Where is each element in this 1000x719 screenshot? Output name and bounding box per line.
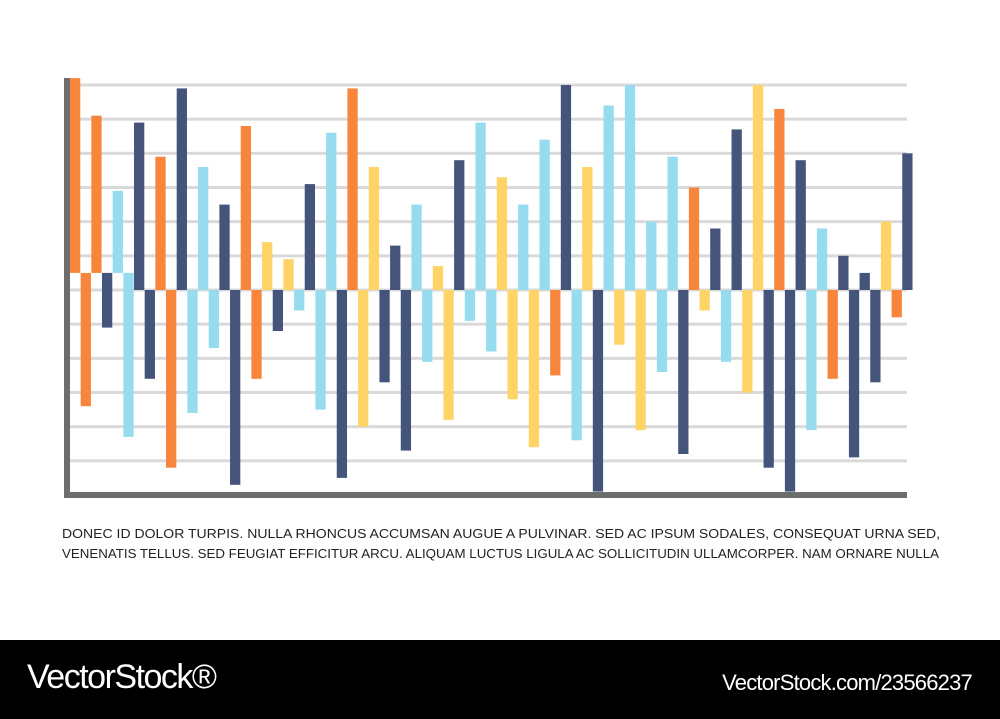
bar-72 xyxy=(827,290,838,379)
image-url: VectorStock.com/23566237 xyxy=(722,670,973,695)
bar-62 xyxy=(720,290,732,362)
y-axis xyxy=(64,78,70,498)
bar-12 xyxy=(187,290,198,413)
bar-5 xyxy=(112,190,123,273)
watermark-footer: VectorStock® VectorStock.com/23566237 xyxy=(0,640,1000,719)
bar-43 xyxy=(518,204,529,290)
bar-74 xyxy=(848,290,860,458)
bar-56 xyxy=(656,290,668,372)
bar-15 xyxy=(219,204,230,290)
gridline xyxy=(70,117,907,121)
gridline xyxy=(70,151,907,155)
bar-75 xyxy=(859,272,870,290)
bar-14 xyxy=(208,290,219,349)
bar-29 xyxy=(368,167,380,290)
bar-19 xyxy=(262,242,273,290)
bar-20 xyxy=(272,290,283,331)
bar-36 xyxy=(443,290,454,420)
bar-8 xyxy=(144,290,155,379)
bar-50 xyxy=(592,290,604,492)
bar-35 xyxy=(432,266,444,290)
bar-38 xyxy=(464,290,476,321)
bar-51 xyxy=(603,105,614,290)
bar-53 xyxy=(624,85,636,290)
bar-24 xyxy=(315,290,326,410)
bar-40 xyxy=(486,290,497,352)
bar-71 xyxy=(816,228,828,290)
caption-line-1: DONEC ID DOLOR TURPIS. NULLA RHONCUS ACC… xyxy=(62,526,940,541)
bar-59 xyxy=(688,187,700,290)
bar-68 xyxy=(784,290,796,492)
gridline xyxy=(70,356,907,360)
bar-44 xyxy=(528,290,540,448)
bar-48 xyxy=(571,290,582,441)
caption-line-2: VENENATIS TELLUS. SED FEUGIAT EFFICITUR … xyxy=(62,546,939,561)
bar-7 xyxy=(134,122,145,290)
bar-4 xyxy=(102,272,113,328)
bar-2 xyxy=(80,272,91,407)
bar-79 xyxy=(902,153,913,290)
bar-23 xyxy=(304,184,316,290)
gridline xyxy=(70,391,907,395)
bar-3 xyxy=(91,115,102,273)
gridline xyxy=(70,185,907,189)
bar-10 xyxy=(166,290,177,468)
bar-27 xyxy=(347,88,358,291)
bar-70 xyxy=(806,290,817,431)
bar-61 xyxy=(710,228,721,290)
bar-78 xyxy=(891,290,902,318)
bar-30 xyxy=(379,290,390,383)
bar-77 xyxy=(880,221,892,290)
bar-28 xyxy=(358,290,369,427)
bar-37 xyxy=(454,160,465,290)
x-axis xyxy=(64,492,907,498)
bar-49 xyxy=(582,167,593,290)
bar-11 xyxy=(176,88,187,291)
bar-45 xyxy=(539,139,550,290)
gridline xyxy=(70,220,907,224)
bar-42 xyxy=(507,290,518,400)
bar-66 xyxy=(763,290,774,468)
bar-65 xyxy=(752,85,764,290)
bar-64 xyxy=(742,290,753,393)
bar-33 xyxy=(411,204,422,290)
bar-31 xyxy=(390,245,401,290)
bar-39 xyxy=(475,122,486,290)
bar-13 xyxy=(198,167,209,290)
bar-21 xyxy=(283,259,294,290)
bar-54 xyxy=(635,290,646,431)
bar-9 xyxy=(155,156,166,290)
bar-26 xyxy=(336,290,348,478)
bar-73 xyxy=(838,255,849,290)
bar-32 xyxy=(400,290,412,451)
bar-57 xyxy=(667,156,678,290)
bar-69 xyxy=(795,160,806,290)
bar-17 xyxy=(240,126,251,290)
vectorstock-logo: VectorStock® xyxy=(27,658,217,696)
bar-34 xyxy=(422,290,433,362)
bar-63 xyxy=(731,129,742,290)
bars xyxy=(70,78,913,492)
bar-25 xyxy=(326,132,337,290)
bar-52 xyxy=(614,290,625,345)
bar-6 xyxy=(123,272,134,437)
gridline xyxy=(70,254,907,258)
bar-46 xyxy=(550,290,561,376)
gridline xyxy=(70,459,907,463)
bar-22 xyxy=(294,290,305,311)
bar-16 xyxy=(230,290,241,485)
bar-41 xyxy=(496,177,508,290)
bar-76 xyxy=(870,290,881,383)
bar-60 xyxy=(699,290,710,311)
bar-67 xyxy=(774,108,785,291)
bar-1 xyxy=(70,78,81,273)
bar-18 xyxy=(251,290,262,379)
gridline xyxy=(70,83,907,87)
bar-55 xyxy=(646,221,657,290)
bar-chart: DONEC ID DOLOR TURPIS. NULLA RHONCUS ACC… xyxy=(62,78,940,561)
bar-58 xyxy=(678,290,689,454)
gridline xyxy=(70,425,907,429)
bar-47 xyxy=(560,85,572,290)
